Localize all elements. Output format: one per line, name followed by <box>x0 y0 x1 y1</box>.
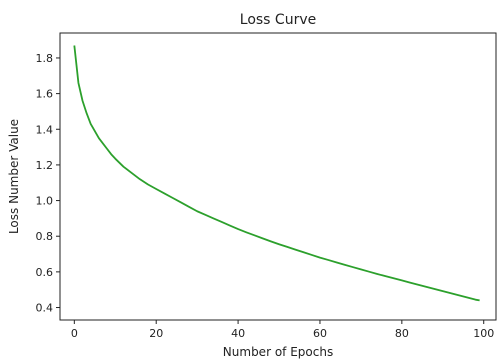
loss-series-line <box>73 45 480 302</box>
y-tick-label: 1.8 <box>36 52 54 65</box>
y-axis-title: Loss Number Value <box>7 119 21 234</box>
x-tick-label: 60 <box>313 327 327 340</box>
y-tick-label: 1.0 <box>36 195 54 208</box>
x-axis-title: Number of Epochs <box>223 345 333 359</box>
y-axis-ticks: 0.4 0.6 0.8 1.0 1.2 1.4 1.6 1.8 <box>36 52 60 315</box>
x-tick-label: 40 <box>231 327 245 340</box>
y-tick-label: 0.4 <box>36 302 54 315</box>
y-tick-label: 1.4 <box>36 123 54 136</box>
x-axis-ticks: 0 20 40 60 80 100 <box>71 320 494 340</box>
x-tick-label: 20 <box>149 327 163 340</box>
y-tick-label: 0.6 <box>36 266 54 279</box>
x-tick-label: 100 <box>473 327 494 340</box>
chart-title: Loss Curve <box>240 12 316 28</box>
x-tick-label: 0 <box>71 327 78 340</box>
y-tick-label: 0.8 <box>36 230 54 243</box>
x-tick-label: 80 <box>395 327 409 340</box>
y-tick-label: 1.2 <box>36 159 54 172</box>
y-tick-label: 1.6 <box>36 88 54 101</box>
series-layer <box>73 45 480 302</box>
plot-frame <box>59 32 497 321</box>
